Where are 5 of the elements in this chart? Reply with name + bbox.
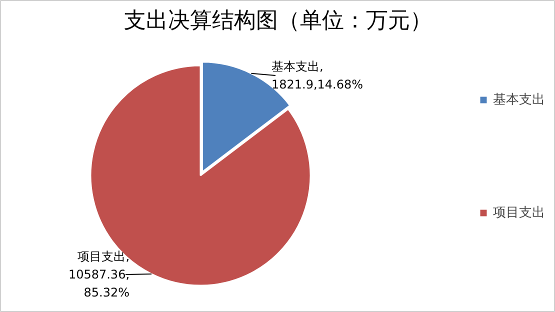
legend-label: 项目支出 bbox=[493, 204, 545, 222]
legend-label: 基本支出 bbox=[493, 92, 545, 108]
data-label: 基本支出, 1821.9,14.68% bbox=[271, 59, 364, 92]
chart-title: 支出决算结构图（单位：万元） bbox=[124, 8, 432, 34]
data-label: 项目支出, 10587.36, 85.32% bbox=[68, 249, 130, 300]
